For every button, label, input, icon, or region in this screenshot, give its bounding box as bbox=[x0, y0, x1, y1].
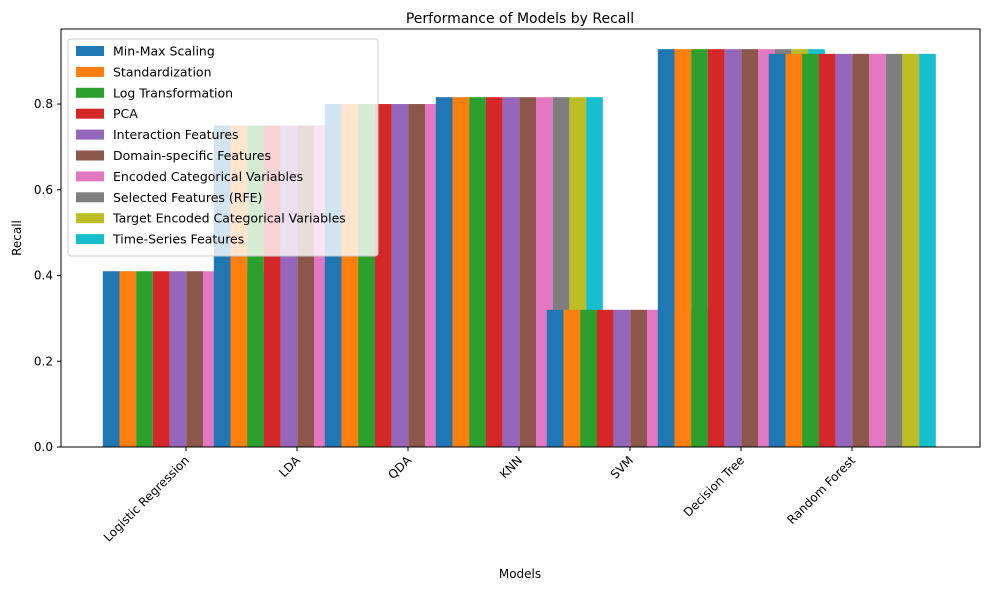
chart-title: Performance of Models by Recall bbox=[406, 11, 634, 27]
x-axis-label: Models bbox=[499, 567, 541, 581]
bar-5-3 bbox=[707, 49, 725, 448]
bar-5-4 bbox=[724, 49, 742, 448]
legend-label: PCA bbox=[113, 106, 138, 121]
bar-6-3 bbox=[818, 53, 836, 448]
bar-6-8 bbox=[902, 53, 920, 448]
y-tick-label: 0.0 bbox=[34, 440, 53, 454]
y-tick-label: 0.8 bbox=[34, 97, 53, 111]
x-axis: Logistic Regression LDA QDA KNN SVM Decision … bbox=[101, 447, 858, 545]
bar-4-5 bbox=[630, 309, 647, 447]
legend-label: Target Encoded Categorical Variables bbox=[112, 211, 346, 226]
legend-label: Selected Features (RFE) bbox=[113, 190, 262, 205]
bar-3-1 bbox=[452, 97, 470, 448]
bar-4-0 bbox=[546, 309, 564, 447]
bar-3-4 bbox=[502, 97, 520, 448]
legend-swatch bbox=[76, 46, 104, 56]
bar-0-0 bbox=[102, 271, 120, 447]
bars-layer bbox=[102, 49, 936, 448]
bar-6-9 bbox=[919, 53, 936, 448]
bar-6-2 bbox=[802, 53, 819, 448]
legend-swatch bbox=[76, 192, 104, 203]
bar-6-5 bbox=[852, 53, 869, 448]
bar-6-1 bbox=[785, 53, 803, 448]
legend-label: Interaction Features bbox=[113, 127, 239, 142]
x-tick-label: QDA bbox=[385, 453, 414, 482]
legend-swatch bbox=[76, 66, 104, 77]
bar-4-4 bbox=[613, 309, 631, 447]
legend-label: Log Transformation bbox=[113, 85, 233, 100]
x-tick-label: Logistic Regression bbox=[101, 453, 192, 544]
legend-swatch bbox=[76, 108, 104, 119]
y-axis-label: Recall bbox=[10, 220, 24, 256]
bar-0-5 bbox=[186, 271, 203, 447]
bar-4-2 bbox=[580, 309, 597, 447]
x-tick-label: Random Forest bbox=[784, 453, 858, 527]
legend-swatch bbox=[76, 129, 104, 140]
bar-4-3 bbox=[596, 309, 614, 447]
bar-5-0 bbox=[657, 49, 675, 448]
bar-0-1 bbox=[119, 271, 137, 447]
y-tick-label: 0.4 bbox=[34, 269, 53, 283]
legend: Min-Max Scaling Standardization Log Transf… bbox=[67, 38, 379, 257]
x-tick-label: SVM bbox=[608, 453, 636, 481]
legend-swatch bbox=[76, 234, 104, 245]
legend-swatch bbox=[76, 171, 104, 182]
bar-6-0 bbox=[768, 53, 786, 448]
legend-label: Min-Max Scaling bbox=[113, 44, 215, 59]
bar-5-5 bbox=[741, 49, 758, 448]
bar-2-5 bbox=[408, 104, 425, 447]
bar-6-4 bbox=[835, 53, 853, 448]
bar-4-1 bbox=[563, 309, 581, 447]
legend-label: Encoded Categorical Variables bbox=[113, 169, 303, 184]
plot-frame bbox=[60, 28, 981, 448]
bar-0-4 bbox=[169, 271, 187, 447]
legend-label: Domain-specific Features bbox=[113, 148, 271, 163]
bar-3-3 bbox=[485, 97, 503, 448]
y-tick-label: 0.2 bbox=[34, 354, 53, 368]
bar-2-3 bbox=[374, 104, 392, 447]
bar-2-4 bbox=[391, 104, 409, 447]
legend-swatch bbox=[76, 150, 104, 161]
x-tick-label: Decision Tree bbox=[681, 453, 747, 519]
legend-swatch bbox=[76, 213, 104, 224]
bar-5-1 bbox=[674, 49, 692, 448]
x-tick-label: LDA bbox=[276, 453, 303, 480]
bar-3-2 bbox=[469, 97, 486, 448]
bar-0-2 bbox=[136, 271, 153, 447]
bar-3-0 bbox=[435, 97, 453, 448]
bar-0-3 bbox=[152, 271, 170, 447]
bar-6-7 bbox=[885, 53, 903, 448]
bar-5-2 bbox=[691, 49, 708, 448]
legend-label: Time-Series Features bbox=[112, 232, 244, 247]
bar-6-6 bbox=[869, 53, 886, 448]
legend-swatch bbox=[76, 87, 104, 98]
y-tick-label: 0.6 bbox=[34, 183, 53, 197]
bar-3-5 bbox=[519, 97, 536, 448]
legend-label: Standardization bbox=[113, 64, 212, 79]
legend-box bbox=[67, 38, 379, 257]
y-axis: 0.0 0.2 0.4 0.6 0.8 bbox=[34, 97, 61, 454]
x-tick-label: KNN bbox=[497, 453, 525, 481]
